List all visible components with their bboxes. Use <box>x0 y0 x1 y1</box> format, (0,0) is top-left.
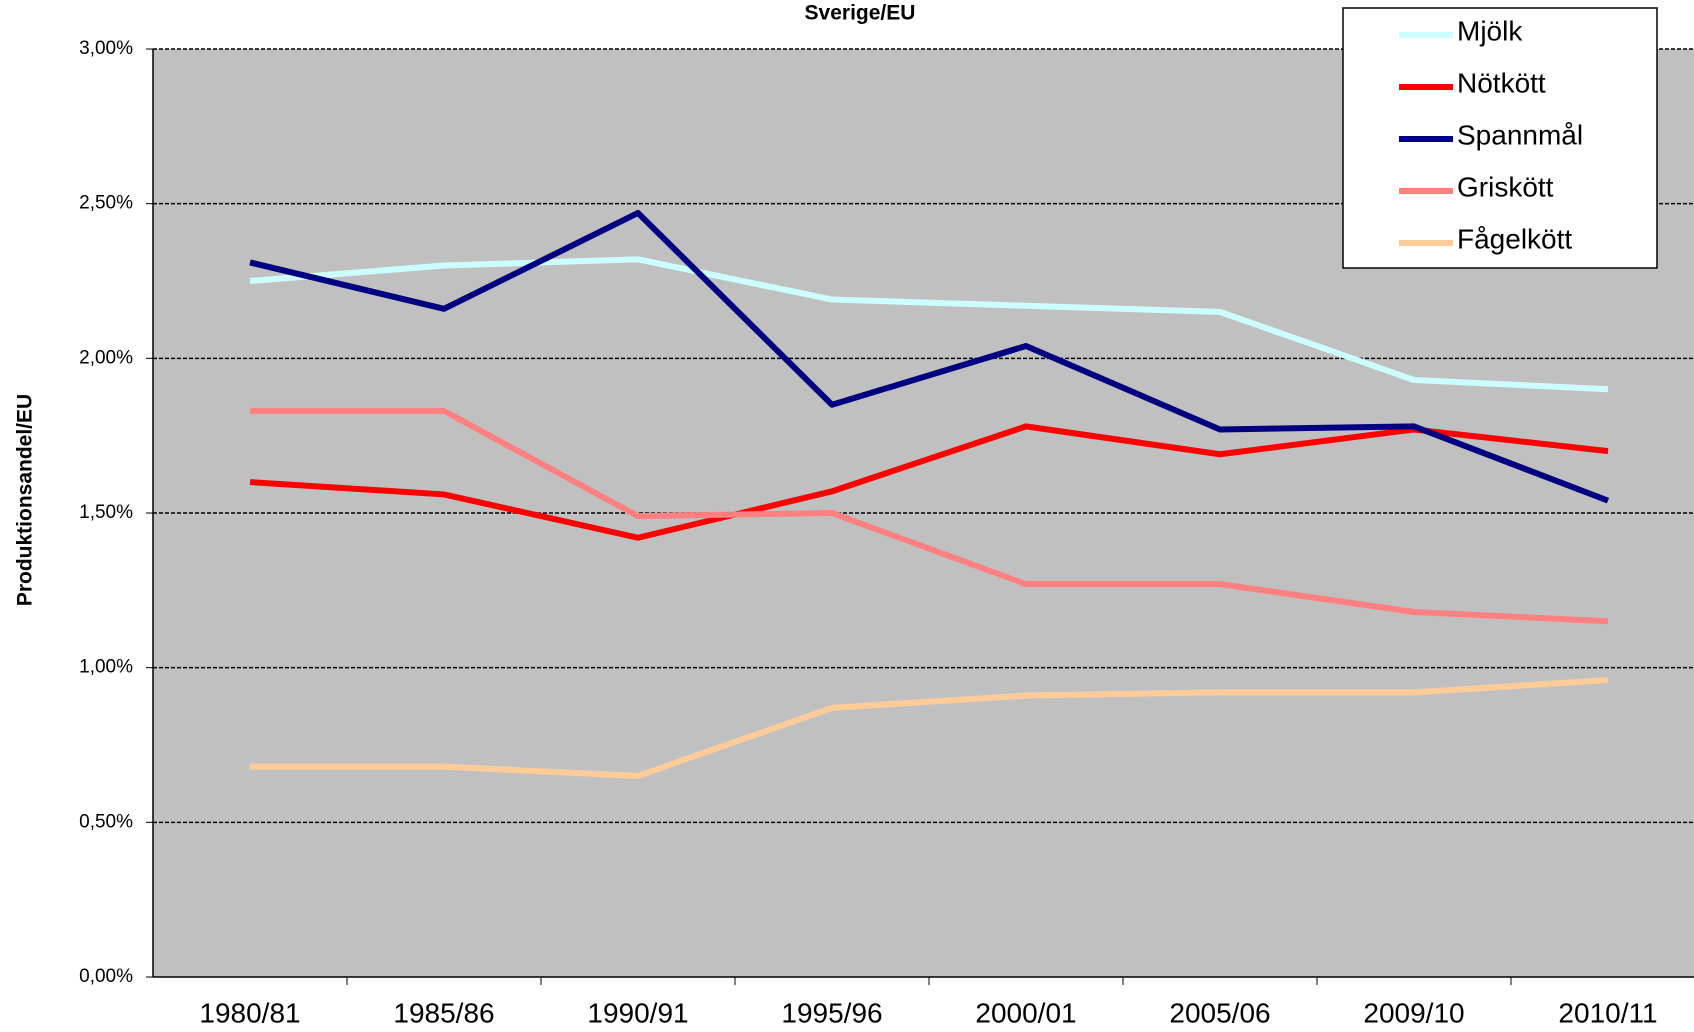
y-tick-label: 1,50% <box>79 502 133 523</box>
y-axis-label: Produktionsandel/EU <box>14 394 37 606</box>
y-tick-label: 1,00% <box>79 657 133 678</box>
y-tick-label: 2,00% <box>79 347 133 368</box>
x-tick-label: 2010/11 <box>1558 997 1657 1028</box>
x-tick-label: 1985/86 <box>393 997 494 1028</box>
line-series <box>250 407 1609 625</box>
legend-label: Spannmål <box>1457 119 1583 150</box>
x-tick-label: 2005/06 <box>1169 997 1270 1028</box>
y-tick-label: 0,50% <box>79 811 133 832</box>
legend-label: Mjölk <box>1457 15 1523 46</box>
x-tick-label: 2009/10 <box>1363 997 1464 1028</box>
line-series <box>249 423 1609 541</box>
y-tick-label: 2,50% <box>79 193 133 214</box>
legend-label: Fågelkött <box>1457 223 1572 254</box>
line-series <box>250 677 1609 779</box>
x-tick-label: 1995/96 <box>781 997 882 1028</box>
x-tick-label: 1980/81 <box>199 997 300 1028</box>
y-tick-label: 3,00% <box>79 38 133 59</box>
legend-box <box>1342 7 1658 269</box>
y-tick-label: 0,00% <box>79 966 133 987</box>
x-tick-label: 2000/01 <box>975 997 1076 1028</box>
legend-label: Nötkött <box>1457 67 1546 98</box>
legend-label: Griskött <box>1457 171 1554 202</box>
chart-title: Sverige/EU <box>805 2 916 25</box>
line-series <box>249 209 1610 504</box>
line-series <box>249 256 1609 393</box>
x-tick-label: 1990/91 <box>587 997 688 1028</box>
